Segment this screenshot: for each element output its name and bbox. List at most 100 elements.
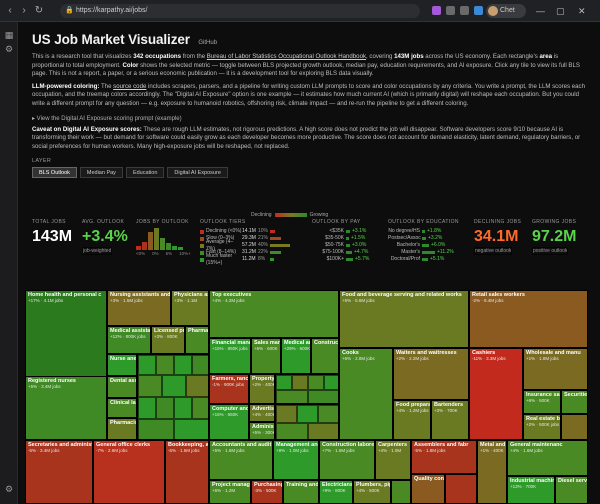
- edu-value: +3.2%: [428, 235, 443, 241]
- tile-general-maintenance[interactable]: General maintenanc +4% · 1.6M jobs: [507, 440, 588, 476]
- extension-icon[interactable]: [446, 6, 455, 15]
- tile-diesel-service[interactable]: Diesel servic: [555, 476, 588, 504]
- maximize-icon[interactable]: ▢: [556, 6, 565, 16]
- tile-training-development[interactable]: Training and: [283, 480, 319, 504]
- tile-bartenders[interactable]: Bartenders +3% · 700K: [431, 400, 469, 440]
- source-code-link[interactable]: source code: [113, 82, 147, 90]
- tile-management-analysts[interactable]: Management analy+9% · 1.0M jobs: [273, 440, 319, 480]
- tile-retail-sales[interactable]: Retail sales workers -2% · 9.4M jobs: [469, 290, 588, 348]
- tile-secretaries[interactable]: Secretaries and administ -5% · 3.4M jobs: [25, 440, 93, 504]
- edu-bar: [422, 237, 426, 240]
- scoring-prompt-toggle[interactable]: ▸ View the Digital AI Exposure scoring p…: [32, 115, 182, 122]
- page: US Job Market Visualizer GitHub This is …: [19, 22, 600, 504]
- tier-jobs: 31.2M: [242, 249, 256, 255]
- minimize-icon[interactable]: —: [536, 6, 545, 16]
- legend-declining: Declining: [251, 212, 272, 218]
- address-bar[interactable]: 🔒 https://karpathy.ai/jobs/: [60, 4, 420, 18]
- tile-wholesale-manufacturing[interactable]: Wholesale and manu +1% · 1.8M jobs: [523, 348, 588, 390]
- tile-construction-small[interactable]: [391, 480, 411, 504]
- tile-physicians[interactable]: Physicians and s+3% · 1.1M: [171, 290, 209, 326]
- tile-medical-assistants[interactable]: Medical assistants+12% · 800K jobs: [107, 326, 151, 354]
- tile-waiters-waitresses[interactable]: Waiters and waitresses +2% · 2.2M jobs: [393, 348, 469, 400]
- tab-education[interactable]: Education: [125, 166, 165, 178]
- tile-quality-control[interactable]: Quality control: [411, 474, 445, 504]
- tile-management-small-group-2[interactable]: [275, 404, 339, 440]
- profile-button[interactable]: Chet: [486, 4, 526, 18]
- tile-pharmacists[interactable]: Pharmacists: [107, 418, 137, 440]
- extension-icon[interactable]: [474, 6, 483, 15]
- tile-healthcare-small-group[interactable]: [137, 354, 209, 440]
- tile-food-preparation[interactable]: Food preparation+4% · 1.2M jobs: [393, 400, 431, 440]
- histogram-bar: [142, 242, 147, 250]
- tile-licensed-practical[interactable]: Licensed practic+3% · 800K: [151, 326, 185, 354]
- tile-bookkeeping[interactable]: Bookkeeping, accou-6% · 1.5M jobs: [165, 440, 209, 504]
- tile-clinical-lab[interactable]: Clinical labo: [107, 398, 137, 418]
- tile-nursing-assistants[interactable]: Nursing assistants and +3% · 1.5M jobs: [107, 290, 171, 326]
- tile-pharmacy-tech[interactable]: Pharmacy t: [185, 326, 209, 354]
- back-icon[interactable]: ‹: [8, 5, 12, 16]
- tile-general-office-clerks[interactable]: General office clerks -7% · 2.6M jobs: [93, 440, 165, 504]
- stats-panel: TOTAL JOBS 143M AVG. OUTLOOK +3.4% job-w…: [32, 219, 587, 281]
- edu-row: Postsec/Assoc +3.2%: [388, 235, 459, 242]
- tile-dental-assistants[interactable]: Dental assis: [107, 376, 137, 398]
- tile-nurse-anesthetists[interactable]: Nurse anest: [107, 354, 137, 376]
- tile-purchasing-managers[interactable]: Purchasing mana-3% · 500K: [251, 480, 283, 504]
- edu-value: +5.1%: [430, 256, 445, 262]
- tile-advertising-promotions[interactable]: Advertising, pr+4% · 400K: [249, 404, 275, 422]
- tile-farmers-ranchers[interactable]: Farmers, ranchers-1% · 900K jobs: [209, 374, 249, 404]
- histogram-bar: [148, 232, 153, 250]
- tile-production-small[interactable]: [445, 474, 477, 504]
- sidebar-bottom-icon[interactable]: ⚙: [4, 484, 14, 494]
- tile-top-executives[interactable]: Top executives +4% · 4.2M jobs: [209, 290, 339, 338]
- tile-project-management[interactable]: Project management+6% · 1.2M: [209, 480, 251, 504]
- tile-carpenters[interactable]: Carpenters +4% · 1.0M: [375, 440, 411, 480]
- edu-value: +11.2%: [437, 249, 454, 255]
- legend-growing: Growing: [309, 212, 329, 218]
- tile-food-beverage-serving[interactable]: Food and beverage serving and related wo…: [339, 290, 469, 348]
- tile-administrative-services[interactable]: Administrative+5% · 300K: [249, 422, 275, 440]
- tile-metal-plastic[interactable]: Metal and pla+1% · 400K: [477, 440, 507, 504]
- browser-toolbar: ‹ › ↻ 🔒 https://karpathy.ai/jobs/ Chet —…: [0, 0, 600, 22]
- tile-assemblers-fabricators[interactable]: Assemblers and fabr -5% · 1.8M jobs: [411, 440, 477, 474]
- tile-securities[interactable]: Securities,: [561, 390, 588, 414]
- tile-real-estate-brokers[interactable]: Real estate broke+2% · 500K jobs: [523, 414, 561, 440]
- close-icon[interactable]: ✕: [578, 6, 586, 16]
- reload-icon[interactable]: ↻: [34, 5, 44, 16]
- tier-row: Slow (0–3%) 29.3M 21%: [200, 235, 290, 242]
- edu-label: Master's: [401, 249, 420, 255]
- tile-construction-managers[interactable]: Construction: [311, 338, 339, 374]
- histogram-tick: 0%: [152, 251, 159, 256]
- tile-accountants-auditors[interactable]: Accountants and audit +5% · 1.6M jobs: [209, 440, 273, 480]
- pay-value: +1.5%: [351, 235, 366, 241]
- tile-cashiers[interactable]: Cashiers -11% · 3.3M jobs: [469, 348, 523, 440]
- tile-sales-managers[interactable]: Sales manage+6% · 600K: [251, 338, 281, 374]
- tile-construction-laborers[interactable]: Construction laborer +7% · 1.6M jobs: [319, 440, 375, 480]
- tile-registered-nurses[interactable]: Registered nurses +5% · 3.4M jobs: [25, 376, 107, 440]
- histogram-bar: [166, 243, 171, 250]
- tier-swatch: [200, 243, 204, 248]
- tier-row: Average (4–7%) 57.2M 40%: [200, 239, 290, 252]
- bls-link[interactable]: Bureau of Labor Statistics Occupational …: [206, 53, 367, 60]
- tile-sales-small[interactable]: [561, 414, 588, 440]
- tile-cooks[interactable]: Cooks +6% · 2.8M jobs: [339, 348, 393, 440]
- settings-icon[interactable]: ⚙: [4, 44, 14, 54]
- tile-financial-managers[interactable]: Financial manage+15% · 850K jobs: [209, 338, 251, 374]
- tab-digital-ai-exposure[interactable]: Digital AI Exposure: [167, 166, 228, 178]
- tile-management-small-group[interactable]: [275, 374, 339, 404]
- tile-plumbers[interactable]: Plumbers, pipefit+4% · 500K: [353, 480, 391, 504]
- extension-icon[interactable]: [432, 6, 441, 15]
- tile-industrial-machinery[interactable]: Industrial machiner+13% · 700K: [507, 476, 555, 504]
- tile-insurance-sales[interactable]: Insurance sales a+6% · 500K: [523, 390, 561, 414]
- forward-icon[interactable]: ›: [22, 5, 26, 16]
- tile-computer-info-managers[interactable]: Computer and inf+15% · 650K: [209, 404, 249, 440]
- edu-bar: [422, 230, 425, 233]
- github-link[interactable]: GitHub: [198, 40, 218, 46]
- sidebar-menu-icon[interactable]: ▦: [4, 30, 14, 40]
- extension-icon[interactable]: [460, 6, 469, 15]
- tile-property-real-estate[interactable]: Property real+2% · 400K: [249, 374, 275, 404]
- tab-bls-outlook[interactable]: BLS Outlook: [32, 166, 77, 178]
- tile-medical-health-managers[interactable]: Medical and h+29% · 600K: [281, 338, 311, 374]
- caveat-paragraph: Caveat on Digital AI Exposure scores: Th…: [32, 125, 581, 150]
- tile-electricians[interactable]: Electricians +9% · 800K: [319, 480, 353, 504]
- tab-median-pay[interactable]: Median Pay: [79, 166, 123, 178]
